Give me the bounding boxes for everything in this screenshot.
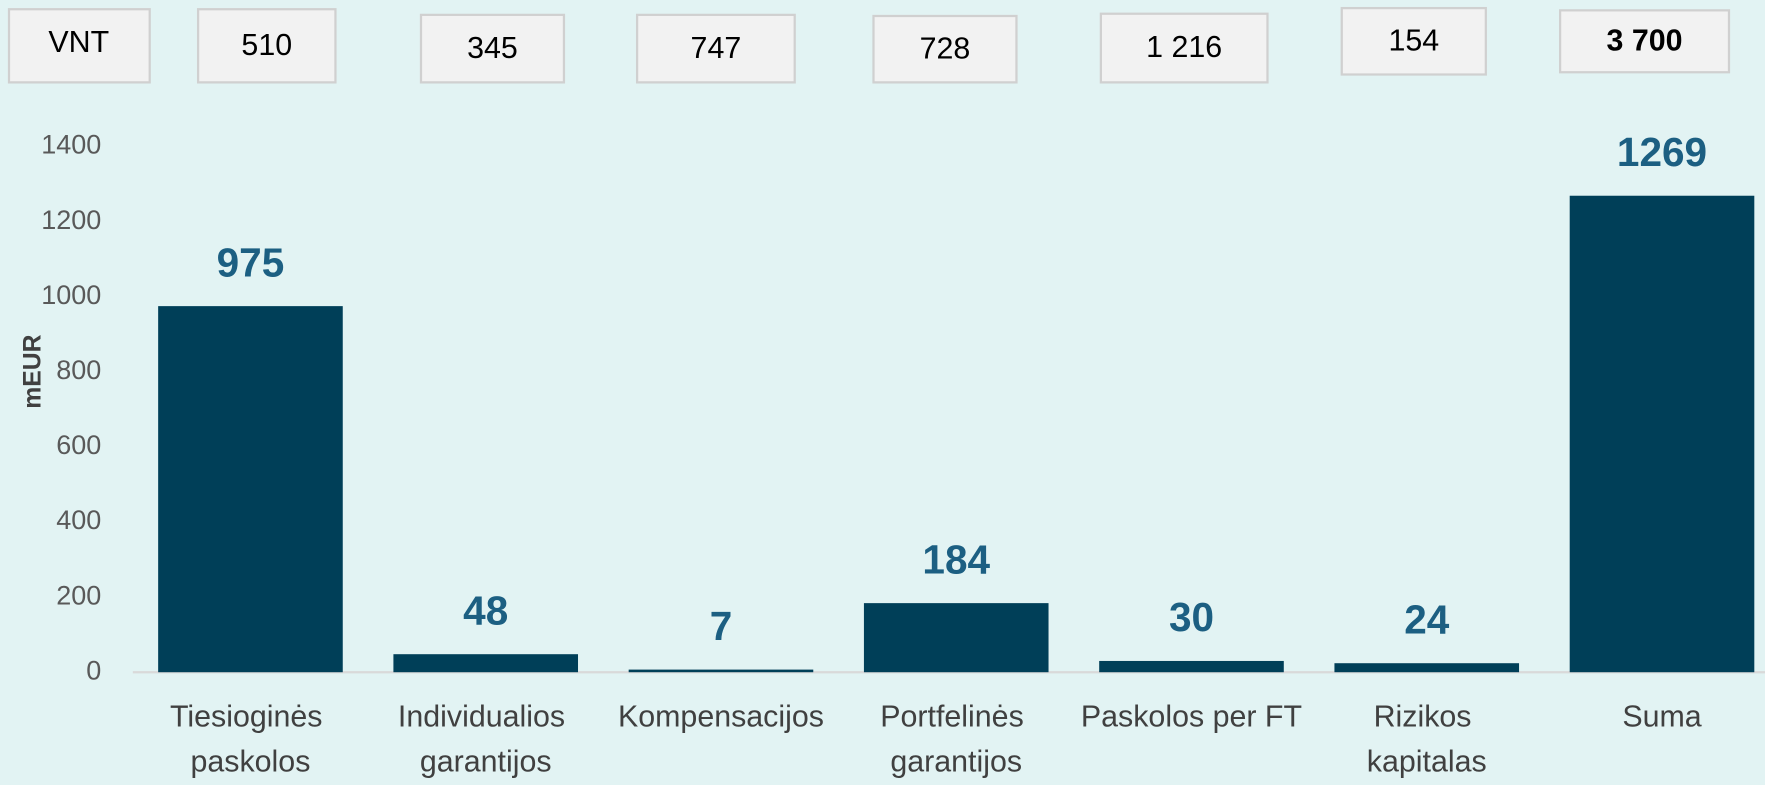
count-label: 747: [691, 31, 742, 65]
y-axis-label: mEUR: [19, 334, 46, 408]
bar: [393, 654, 579, 673]
count-label: 510: [241, 28, 292, 62]
x-tick-label: Rizikos kapitalas: [1367, 699, 1487, 778]
y-tick-label: 400: [56, 505, 101, 535]
count-box: [196, 8, 337, 84]
count-header-box: [7, 8, 151, 84]
x-tick-label: Portfelinės garantijos: [880, 699, 1032, 778]
x-tick-label: Suma: [1622, 699, 1701, 733]
data-label: 975: [217, 239, 285, 285]
count-box: [419, 13, 566, 84]
count-box: [1340, 6, 1487, 76]
y-tick-label: 0: [86, 655, 101, 685]
count-box: [635, 13, 796, 84]
y-tick-label: 1000: [41, 280, 101, 310]
bar: [628, 669, 814, 673]
count-label: 1 216: [1146, 30, 1222, 64]
data-label: 7: [710, 603, 733, 649]
y-tick-label: 600: [56, 430, 101, 460]
bar: [1334, 663, 1520, 673]
data-label: 24: [1404, 596, 1450, 642]
x-tick-label: Individualios garantijos: [398, 699, 574, 778]
bar: [863, 603, 1049, 673]
bar: [1569, 195, 1755, 673]
count-box: [1099, 12, 1269, 84]
count-header: VNT: [48, 25, 109, 59]
bar: [158, 306, 343, 673]
count-box: [872, 14, 1018, 84]
y-tick-label: 1400: [41, 130, 101, 160]
x-tick-label: Tiesioginės paskolos: [170, 699, 331, 778]
x-tick-label: Paskolos per FT: [1081, 699, 1302, 733]
data-label: 30: [1169, 594, 1214, 640]
data-label: 48: [463, 587, 508, 633]
count-label: 345: [467, 31, 518, 65]
count-label: 154: [1388, 23, 1439, 57]
y-tick-label: 800: [56, 355, 101, 385]
count-box: [1559, 9, 1731, 74]
x-tick-label: Kompensacijos: [618, 699, 824, 733]
count-label: 728: [920, 31, 971, 65]
y-tick-label: 200: [56, 580, 101, 610]
bar: [1099, 660, 1284, 673]
data-label: 1269: [1617, 129, 1707, 175]
y-tick-label: 1200: [41, 205, 101, 235]
count-label: 3 700: [1607, 23, 1683, 57]
data-label: 184: [922, 536, 990, 582]
